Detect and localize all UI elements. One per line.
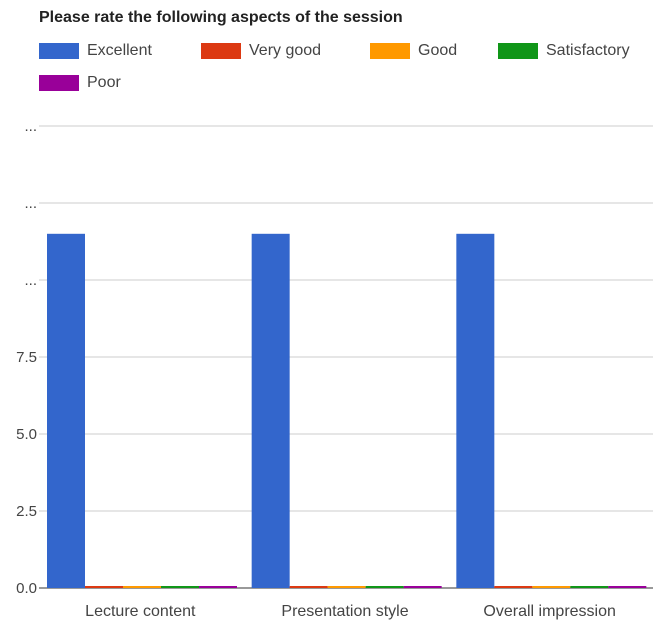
legend-label-excellent: Excellent [87, 42, 152, 59]
bar-poor [199, 586, 237, 588]
bar-excellent [456, 233, 495, 589]
legend-item-good[interactable]: Good [370, 40, 457, 62]
bar-satisfactory [570, 586, 609, 588]
y-tick-label: 7.5 [16, 349, 37, 366]
bar-poor [608, 586, 647, 588]
legend-label-satisfactory: Satisfactory [546, 42, 630, 59]
legend-swatch-satisfactory [498, 43, 538, 59]
chart-title: Please rate the following aspects of the… [39, 9, 403, 26]
bar-good [532, 586, 571, 588]
y-tick-label: 5.0 [16, 426, 37, 443]
bar-excellent [251, 233, 290, 589]
y-tick-label: ... [24, 272, 37, 289]
bar-satisfactory [365, 586, 404, 588]
legend-label-poor: Poor [87, 74, 121, 91]
bar-excellent [47, 233, 85, 589]
legend-item-excellent[interactable]: Excellent [39, 40, 152, 62]
bar-very-good [85, 586, 123, 588]
legend-label-very-good: Very good [249, 42, 322, 59]
legend-swatch-poor [39, 75, 79, 91]
x-tick-label: Lecture content [85, 603, 196, 620]
bar-very-good [289, 586, 328, 588]
legend-label-good: Good [418, 42, 458, 59]
x-tick-label: Presentation style [281, 603, 408, 620]
legend-item-very-good[interactable]: Very good [201, 40, 321, 62]
bar-poor [403, 586, 442, 588]
bar-good [327, 586, 366, 588]
bar-satisfactory [161, 586, 199, 588]
legend-item-poor[interactable]: Poor [39, 72, 121, 94]
legend-swatch-very-good [201, 43, 241, 59]
y-tick-label: ... [24, 195, 37, 212]
bar-good [123, 586, 161, 588]
x-tick-label: Overall impression [483, 603, 615, 620]
y-tick-label: ... [24, 118, 37, 135]
y-tick-label: 0.0 [16, 580, 37, 597]
y-tick-label: 2.5 [16, 503, 37, 520]
legend-swatch-excellent [39, 43, 79, 59]
legend-item-satisfactory[interactable]: Satisfactory [498, 40, 630, 62]
bar-very-good [494, 586, 533, 588]
legend-swatch-good [370, 43, 410, 59]
